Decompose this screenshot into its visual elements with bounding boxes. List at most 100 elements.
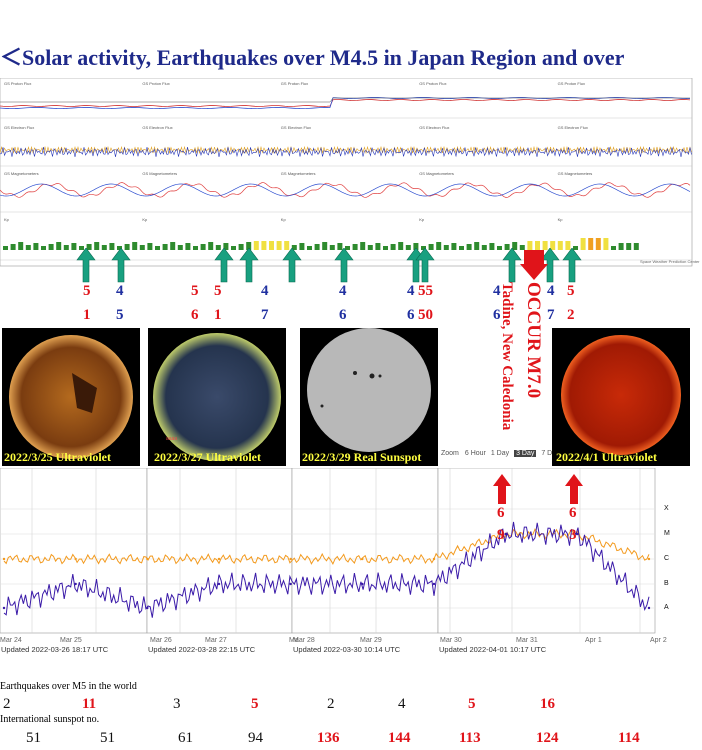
- xray-data-point: [361, 582, 364, 586]
- kp-bar: [436, 242, 442, 250]
- marker-bottom-number: 6: [493, 307, 501, 323]
- xray-data-point: [289, 582, 292, 586]
- flare-marker-top: 6: [497, 505, 505, 521]
- sunspot-count: 94: [248, 730, 263, 746]
- kp-bar: [193, 246, 198, 250]
- panel-label: GS Magnetometers: [419, 171, 454, 176]
- panel-label: GS Proton Flux: [4, 81, 31, 86]
- kp-bar: [200, 244, 206, 250]
- kp-bar: [375, 243, 381, 250]
- kp-bar: [527, 241, 533, 250]
- kp-bar: [25, 245, 31, 250]
- xray-flux-chart: [0, 468, 656, 634]
- flare-marker-bottom: 9: [497, 527, 505, 543]
- occur-arrow: [520, 250, 548, 280]
- kp-bar: [307, 246, 312, 250]
- kp-bar: [573, 246, 578, 250]
- kp-bar: [542, 241, 548, 250]
- marker-arrows: [76, 248, 582, 283]
- marker-arrow: [562, 248, 582, 283]
- kp-bar: [162, 244, 168, 250]
- kp-bar: [79, 246, 84, 250]
- kp-bar: [261, 241, 267, 250]
- kp-bar: [170, 242, 176, 250]
- kp-bar: [208, 242, 214, 250]
- kp-bar: [33, 243, 39, 250]
- marker-arrow: [76, 248, 96, 283]
- kp-bar: [618, 243, 624, 250]
- kp-bar: [117, 246, 122, 250]
- kp-bar: [588, 238, 594, 250]
- xray-data-point: [146, 557, 149, 561]
- kp-bar: [48, 244, 54, 250]
- xray-tick-label: Mar 26: [150, 637, 172, 644]
- range-1-day[interactable]: 1 Day: [490, 450, 510, 457]
- panel-label: GS Electron Flux: [281, 125, 311, 130]
- kp-bar: [71, 243, 77, 250]
- kp-bar: [603, 238, 609, 250]
- kp-bar: [124, 244, 130, 250]
- xray-tick-label: Mar 28: [293, 637, 315, 644]
- sunspot-count: 114: [618, 730, 640, 746]
- svg-text:aaaa: aaaa: [166, 436, 177, 442]
- range-3-day[interactable]: 3 Day: [514, 450, 537, 457]
- marker-arrow: [334, 248, 354, 283]
- earthquake-count: 4: [398, 696, 406, 712]
- panel-label: Kp: [558, 217, 564, 222]
- xray-data-point: [361, 557, 364, 561]
- marker-bottom-number: 1: [214, 307, 222, 323]
- kp-bar: [299, 243, 305, 250]
- kp-bar: [421, 246, 426, 250]
- sunspot-count: 61: [178, 730, 193, 746]
- marker-bottom-number: 7: [261, 307, 269, 323]
- marker-bottom-number: 6: [191, 307, 199, 323]
- range-7-day[interactable]: 7 Day: [541, 450, 560, 457]
- sunspot-count: 136: [317, 730, 340, 746]
- kp-bar: [390, 244, 396, 250]
- sunspot-count: 113: [459, 730, 481, 746]
- kp-bar: [580, 238, 586, 250]
- proton-series: [0, 96, 691, 110]
- xray-data-point: [217, 557, 221, 561]
- kp-bar: [314, 244, 320, 250]
- marker-bottom-number: 5: [116, 307, 124, 323]
- kp-bar: [329, 245, 335, 250]
- xray-series-line: [3, 521, 650, 618]
- panel-label: GS Proton Flux: [419, 81, 446, 86]
- kp-bar: [383, 246, 388, 250]
- panel-label: GS Magnetometers: [4, 171, 39, 176]
- kp-bar: [86, 244, 92, 250]
- sun-image-2: aaaa 2022/3/27 Ultraviolet: [148, 328, 286, 466]
- kp-bar: [504, 244, 510, 250]
- panel-label: Kp: [142, 217, 148, 222]
- marker-bottom-number: 6: [407, 307, 415, 323]
- marker-top-number: 4: [339, 283, 347, 299]
- marker-arrow: [502, 248, 522, 283]
- panel-label: GS Electron Flux: [558, 125, 588, 130]
- kp-bar: [269, 241, 274, 250]
- range-buttons[interactable]: Zoom 6 Hour 1 Day 3 Day 7 Day: [441, 450, 560, 457]
- kp-bar: [147, 243, 153, 250]
- range-6-hour[interactable]: 6 Hour: [464, 450, 486, 457]
- proton-series: [0, 97, 690, 103]
- xray-data-point: [289, 557, 292, 561]
- marker-arrow: [111, 248, 131, 283]
- kp-bar: [428, 244, 434, 250]
- marker-bottom-number: 1: [83, 307, 91, 323]
- electron-series: [0, 146, 692, 158]
- kp-bar: [139, 245, 145, 250]
- kp-bar: [56, 242, 62, 250]
- marker-arrow: [214, 248, 234, 283]
- kp-bar: [360, 242, 366, 250]
- xray-tick-label: Mar 31: [516, 637, 538, 644]
- kp-bar: [63, 245, 69, 250]
- kp-bar: [215, 245, 221, 250]
- panel-label: GS Magnetometers: [558, 171, 593, 176]
- panel-label: GS Electron Flux: [4, 125, 34, 130]
- kp-bar: [246, 242, 252, 250]
- kp-bar: [497, 246, 502, 250]
- occur-label: OCCUR M7.0: [523, 282, 544, 399]
- kp-bar: [345, 246, 350, 250]
- xray-data-point: [432, 557, 436, 561]
- earthquake-count: 11: [82, 696, 97, 712]
